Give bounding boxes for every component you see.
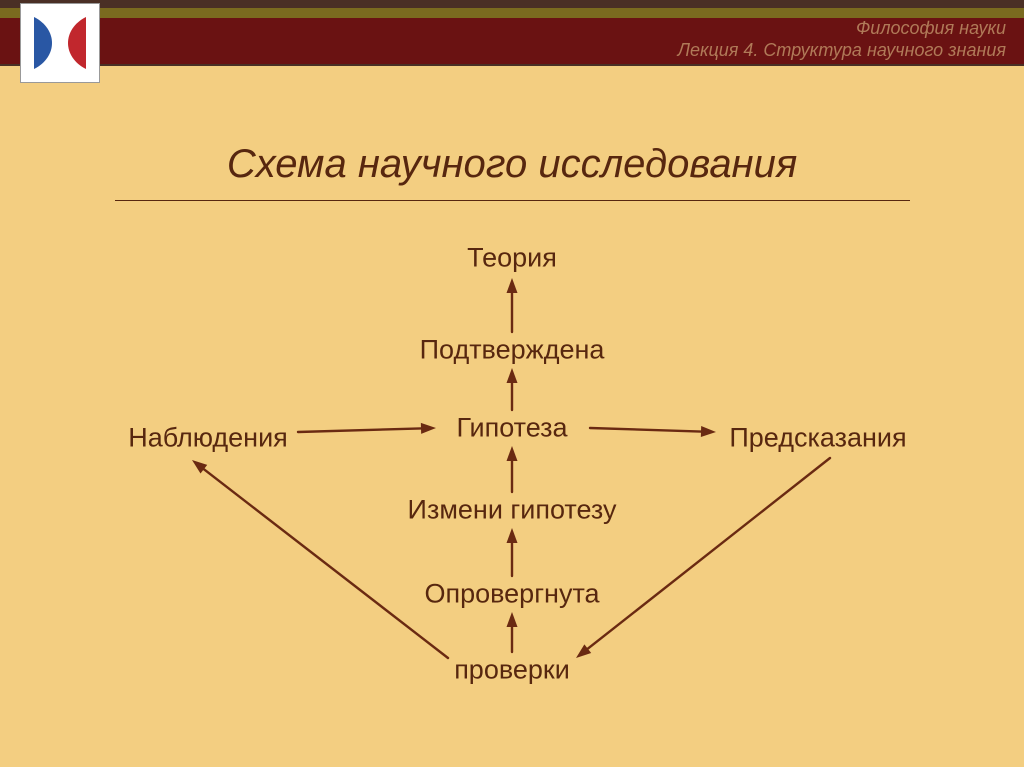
title-underline (115, 200, 910, 201)
header-lecture-title: Лекция 4. Структура научного знания (678, 40, 1006, 61)
arrowhead-refuted-change (507, 528, 518, 543)
diagram-arrows (0, 0, 1024, 767)
logo (20, 3, 100, 83)
node-refuted: Опровергнута (424, 579, 599, 610)
header-band-dark (0, 0, 1024, 8)
slide: Философия науки Лекция 4. Структура науч… (0, 0, 1024, 767)
arrowhead-change-hypothesis (507, 446, 518, 461)
arrowhead-predictions-tests (576, 644, 591, 658)
header-rule (0, 64, 1024, 66)
node-observations: Наблюдения (128, 423, 288, 454)
header-course-title: Философия науки (856, 18, 1006, 39)
arrowhead-tests-observations (192, 460, 207, 474)
node-hypothesis: Гипотеза (456, 413, 567, 444)
slide-title: Схема научного исследования (0, 142, 1024, 187)
arrowhead-tests-refuted (507, 612, 518, 627)
node-confirmed: Подтверждена (420, 335, 605, 366)
node-predictions: Предсказания (729, 423, 906, 454)
arrow-predictions-tests (588, 458, 830, 649)
arrow-observations-hypothesis (298, 428, 421, 432)
arrowhead-hypothesis-predictions (701, 426, 716, 437)
arrowhead-confirmed-theory (507, 278, 518, 293)
node-tests: проверки (454, 655, 570, 686)
arrowhead-hypothesis-confirmed (507, 368, 518, 383)
arrow-hypothesis-predictions (590, 428, 701, 432)
node-change: Измени гипотезу (408, 495, 617, 526)
node-theory: Теория (467, 243, 557, 274)
logo-icon (28, 11, 92, 75)
header-band-olive (0, 8, 1024, 18)
arrowhead-observations-hypothesis (421, 423, 436, 434)
